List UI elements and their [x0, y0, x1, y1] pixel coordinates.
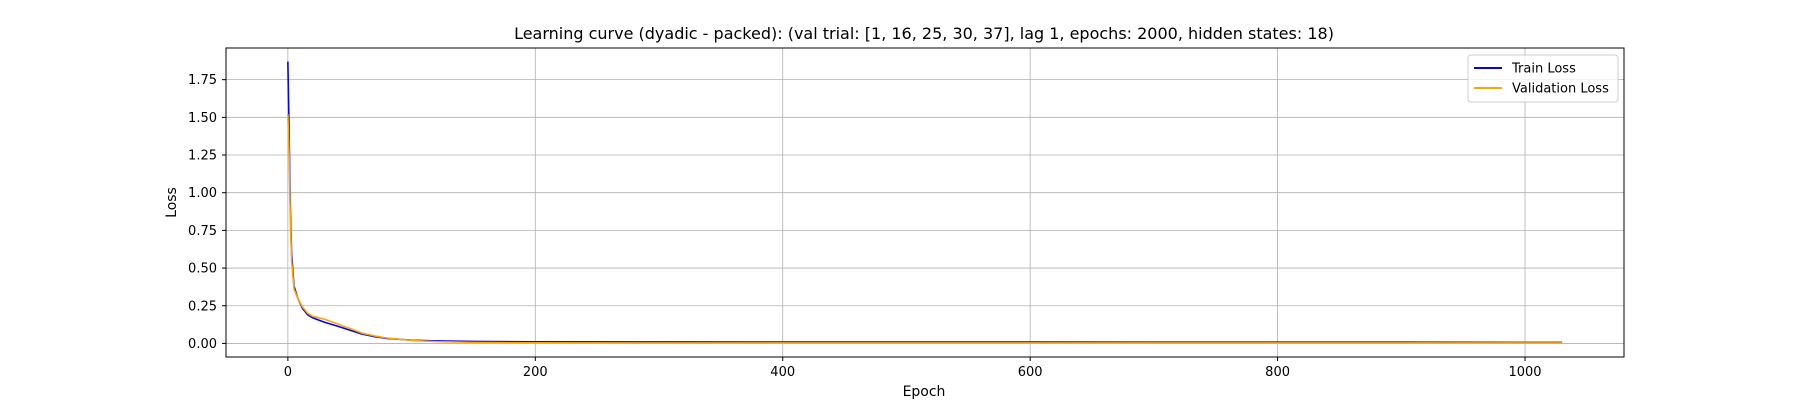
x-tick-label: 800 [1265, 365, 1290, 380]
legend-label-train-loss: Train Loss [1511, 62, 1576, 77]
chart-legend: Train Loss Validation Loss [1467, 54, 1619, 103]
legend-label-validation-loss: Validation Loss [1512, 82, 1609, 97]
y-tick-label: 0.25 [188, 299, 217, 314]
legend-box [1467, 54, 1619, 103]
x-tick-label: 0 [284, 365, 292, 380]
y-tick-label: 1.25 [188, 149, 217, 164]
plot-frame [225, 47, 1625, 358]
chart-title: Learning curve (dyadic - packed): (val t… [514, 24, 1334, 43]
y-tick-label: 0.50 [188, 262, 217, 277]
x-axis-label: Epoch [903, 384, 946, 400]
y-tick-label: 0.75 [188, 224, 217, 239]
y-tick-label: 1.50 [188, 111, 217, 126]
x-tick-label: 600 [1018, 365, 1043, 380]
x-tick-label: 1000 [1508, 365, 1541, 380]
x-tick-label: 400 [770, 365, 795, 380]
y-tick-label: 1.75 [188, 73, 217, 88]
y-tick-label: 0.00 [188, 337, 217, 352]
y-axis-label: Loss [164, 187, 180, 218]
x-tick-label: 200 [523, 365, 548, 380]
y-tick-label: 1.00 [188, 186, 217, 201]
axis-ticks: 0 200 400 600 800 1000 0.00 0.25 0.50 0.75 1.00 1.2… [188, 73, 1542, 380]
series-line-validation-loss [287, 114, 1563, 344]
series-lines [287, 61, 1563, 344]
